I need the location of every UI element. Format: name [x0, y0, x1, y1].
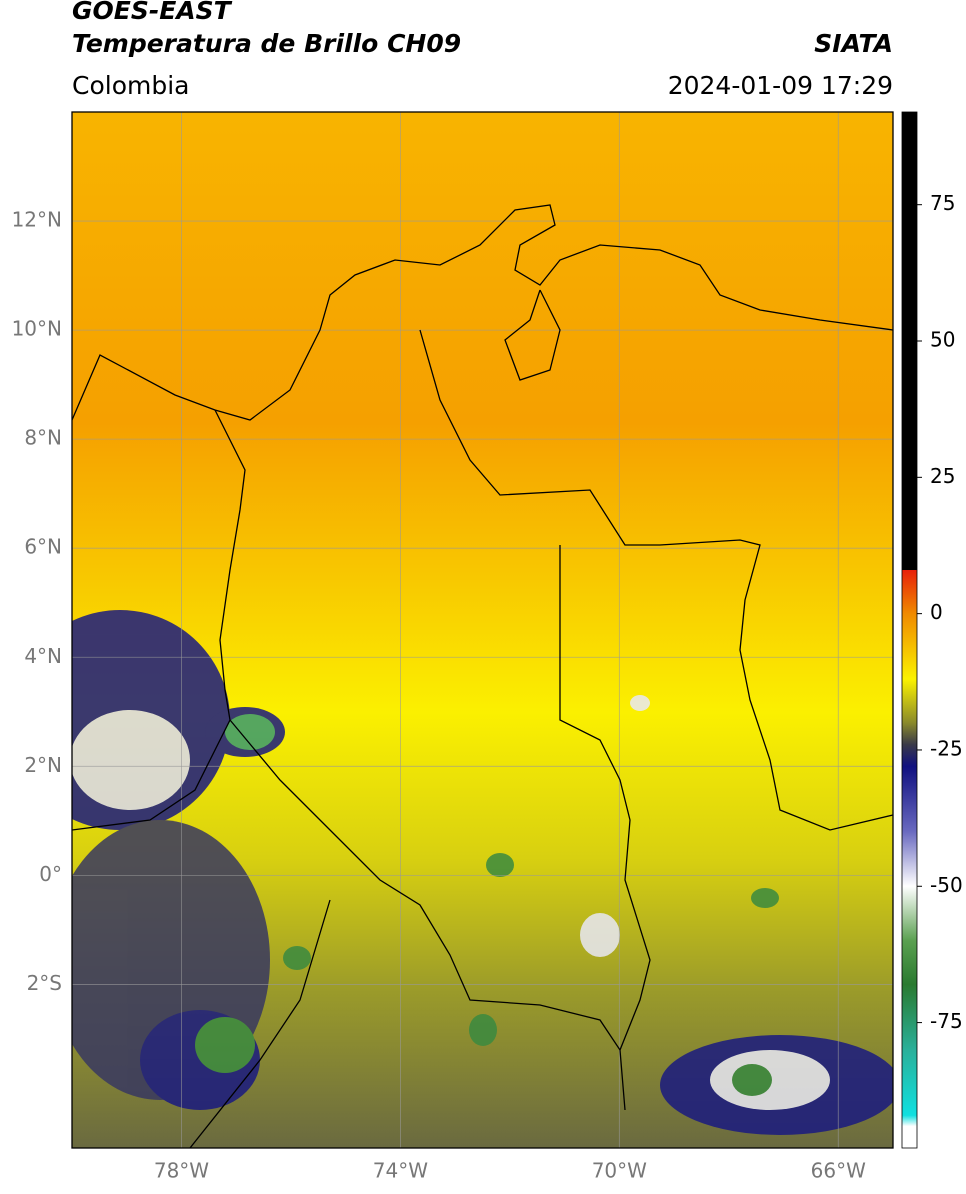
source: SIATA: [814, 29, 893, 58]
colorbar-tick-label: -50: [930, 873, 963, 897]
colorbar-tick-label: -25: [930, 736, 963, 760]
colorbar-tick-label: 0: [930, 600, 943, 624]
map: [72, 112, 893, 1148]
colorbar-tick-label: 75: [930, 191, 955, 215]
lon-tick-label: 66°W: [811, 1159, 866, 1183]
lat-tick-label: 4°N: [24, 644, 62, 668]
title: GOES-EAST: [72, 0, 233, 25]
lon-tick-label: 74°W: [373, 1159, 428, 1183]
colorbar-tick-label: 50: [930, 328, 955, 352]
lon-tick-label: 70°W: [592, 1159, 647, 1183]
colorbar: [901, 111, 918, 1149]
lat-tick-label: 8°N: [24, 426, 62, 450]
cloud-cover: [72, 610, 893, 1135]
region: Colombia: [72, 71, 189, 100]
lat-tick-label: 2°N: [24, 753, 62, 777]
lat-tick-label: 12°N: [12, 208, 62, 232]
subtitle: Temperatura de Brillo CH09: [72, 29, 461, 58]
lon-tick-label: 78°W: [154, 1159, 209, 1183]
coastline: [72, 409, 246, 831]
colorbar-tick-label: -75: [930, 1009, 963, 1033]
coastline: [72, 204, 893, 421]
lat-tick-label: 2°S: [27, 971, 62, 995]
country-border: [189, 289, 893, 1148]
map-frame: [71, 111, 894, 1149]
timestamp: 2024-01-09 17:29: [668, 71, 893, 100]
lat-tick-label: 6°N: [24, 535, 62, 559]
colorbar-tick-label: 25: [930, 464, 955, 488]
lat-tick-label: 10°N: [12, 317, 62, 341]
lat-tick-label: 0°: [39, 862, 62, 886]
